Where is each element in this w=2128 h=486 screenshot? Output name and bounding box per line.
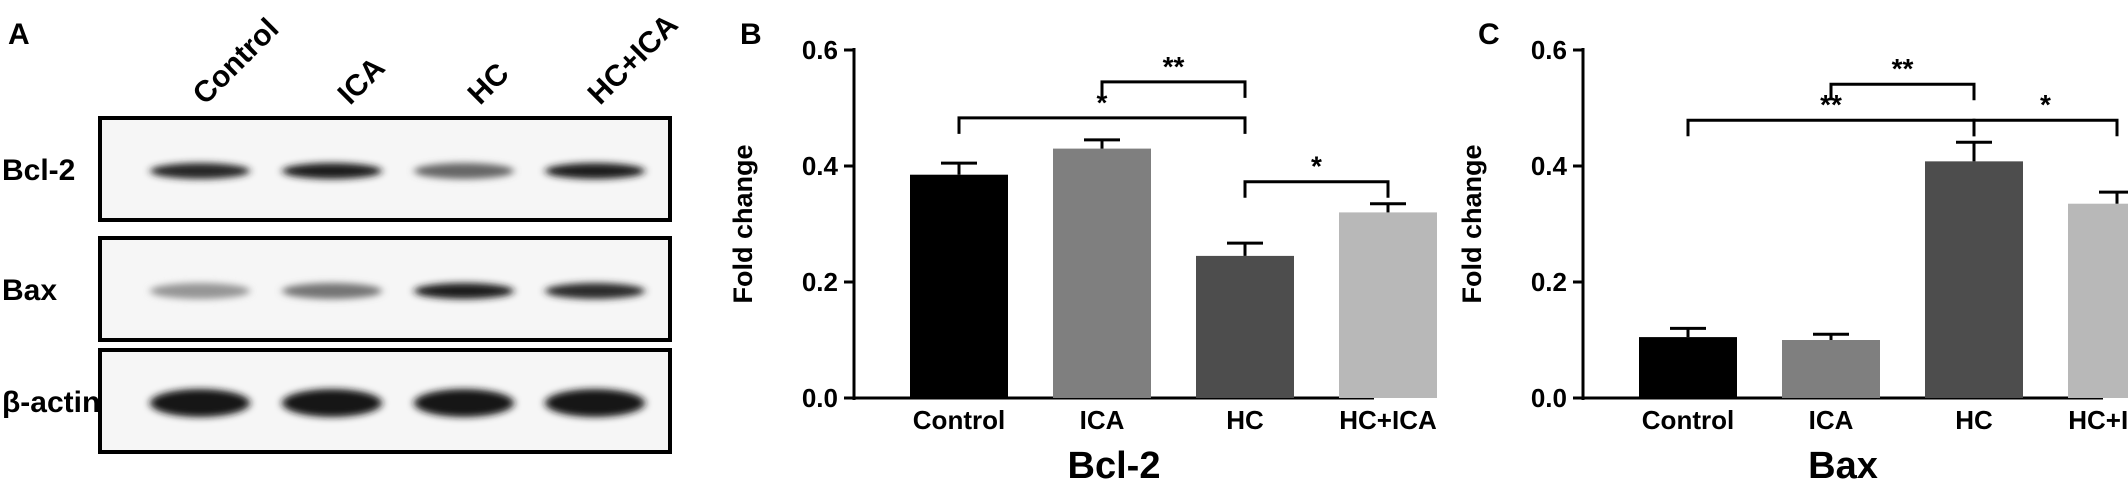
lane-label: HC+ICA [582, 8, 685, 111]
panel-a-western-blot: A Control ICA HC HC+ICA Bcl-2 Bax β-actin [2, 8, 685, 454]
y-tick-label: 0.2 [802, 267, 838, 297]
chart-title: Bax [1808, 445, 1878, 486]
significance-label: ** [1820, 89, 1842, 120]
significance-bracket [1243, 180, 1390, 198]
lane-label: ICA [332, 51, 392, 111]
protein-band [282, 389, 382, 417]
bar-control [910, 174, 1008, 398]
protein-band [150, 389, 250, 417]
chart-title: Bcl-2 [1068, 445, 1161, 486]
significance-label: * [2040, 89, 2051, 120]
lane-label: HC [462, 57, 516, 111]
blot-label: β-actin [2, 386, 100, 419]
x-tick-label: HC+ICA [1339, 405, 1437, 435]
y-tick-label: 0.4 [1531, 151, 1568, 181]
protein-band [150, 163, 250, 179]
panel-c-bax-chart: C 0.0 0.2 0.4 0.6 Fold change Control ICA HC HC+… [1457, 18, 2128, 486]
blot-label: Bax [2, 274, 57, 307]
y-tick-label: 0.0 [1531, 383, 1567, 413]
bar-ica [1053, 148, 1151, 398]
x-tick-label: HC [1955, 405, 1993, 435]
y-axis-label: Fold change [728, 144, 758, 303]
x-tick-label: Control [913, 405, 1005, 435]
significance-bracket [1972, 118, 2119, 137]
y-tick-label: 0.2 [1531, 267, 1567, 297]
protein-band [282, 283, 382, 299]
significance-bracket [1829, 82, 1976, 101]
protein-band [545, 283, 645, 299]
y-axis-label: Fold change [1457, 144, 1487, 303]
y-tick-label: 0.4 [802, 151, 839, 181]
x-tick-label: Control [1642, 405, 1734, 435]
protein-band [545, 163, 645, 179]
blot-label: Bcl-2 [2, 154, 75, 187]
panel-a-letter: A [8, 18, 30, 51]
significance-label: * [1311, 151, 1322, 182]
x-tick-label: ICA [1809, 405, 1854, 435]
panel-b-bcl2-chart: B 0.0 0.2 0.4 0.6 Fold change Control ICA HC HC+… [728, 18, 1437, 486]
significance-label: ** [1892, 53, 1914, 84]
x-tick-label: HC+ICA [2068, 405, 2128, 435]
lane-label: Control [187, 12, 286, 111]
x-tick-label: HC [1226, 405, 1264, 435]
bar-hc [1925, 161, 2023, 398]
y-tick-label: 0.6 [802, 35, 838, 65]
panel-b-letter: B [740, 18, 762, 51]
protein-band [150, 283, 250, 299]
y-tick-label: 0.0 [802, 383, 838, 413]
bar-control [1639, 337, 1737, 398]
significance-label: * [1097, 87, 1108, 118]
bar-hc-ica [1339, 212, 1437, 398]
protein-band [545, 389, 645, 417]
bar-hc [1196, 255, 1294, 398]
significance-label: ** [1163, 51, 1185, 82]
protein-band [414, 389, 514, 417]
protein-band [282, 163, 382, 179]
protein-band [414, 283, 514, 299]
panel-c-letter: C [1478, 18, 1500, 51]
y-tick-label: 0.6 [1531, 35, 1567, 65]
protein-band [414, 163, 514, 179]
x-tick-label: ICA [1080, 405, 1125, 435]
bar-ica [1782, 340, 1880, 398]
significance-bracket [1686, 118, 1976, 137]
significance-bracket [1100, 80, 1247, 98]
significance-bracket [957, 116, 1247, 134]
bar-hc-ica [2068, 203, 2128, 398]
